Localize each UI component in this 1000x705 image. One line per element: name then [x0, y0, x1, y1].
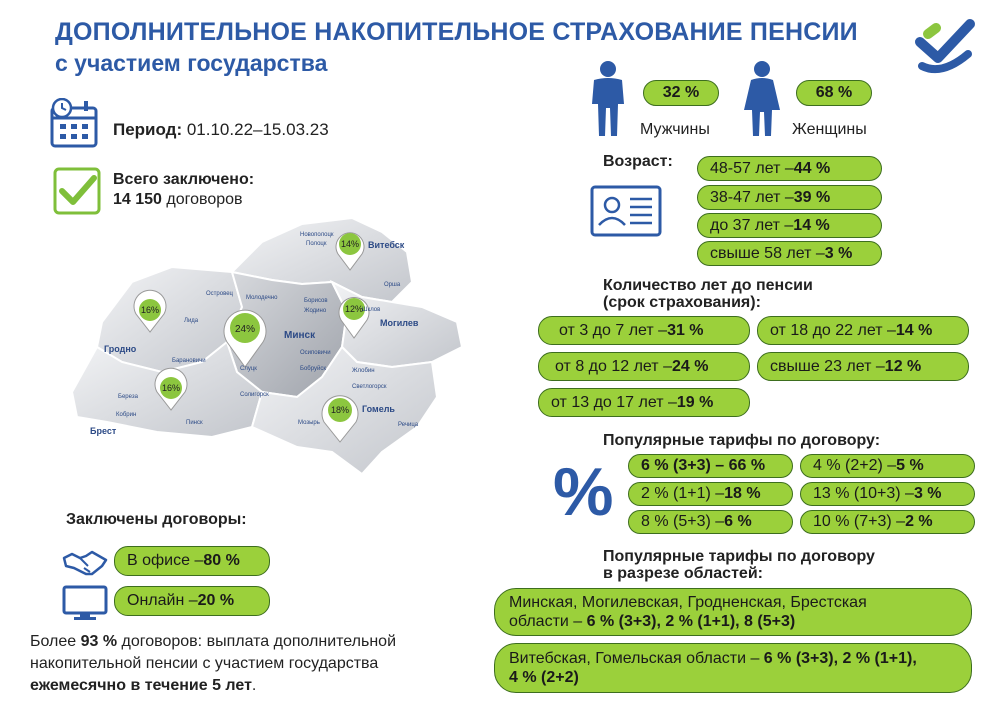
town-label: Пинск — [186, 420, 203, 426]
period-text: Период: 01.10.22–15.03.23 — [113, 120, 329, 139]
town-label: Лида — [184, 318, 199, 324]
town-label: Полоцк — [306, 241, 327, 247]
tariffs-heading: Популярные тарифы по договору: — [603, 432, 881, 449]
city-minsk: Минск — [284, 330, 316, 341]
city-vitebsk: Витебск — [368, 240, 405, 250]
pin-gomel: 18% — [321, 395, 359, 443]
checkmark-icon — [53, 167, 101, 215]
pin-brest: 16% — [154, 367, 188, 411]
tariff-item: 10 % (7+3) – 2 % — [800, 510, 975, 534]
age-item: 38-47 лет – 39 % — [697, 185, 882, 210]
pin-label-gomel: 18% — [331, 405, 349, 415]
tariff-item: 13 % (10+3) – 3 % — [800, 482, 975, 506]
footer-line2: накопительной пенсии с участием государс… — [30, 655, 379, 672]
years-item: от 18 до 22 лет – 14 % — [757, 316, 969, 345]
monitor-icon — [62, 585, 108, 620]
town-label: Островец — [206, 291, 234, 297]
office-badge: В офисе – 80 % — [114, 546, 270, 576]
calendar-icon — [50, 98, 98, 148]
total-value: 14 150 договоров — [113, 191, 243, 208]
town-label: Молодечно — [246, 295, 278, 301]
city-gomel: Гомель — [362, 404, 395, 414]
woman-icon — [744, 61, 780, 136]
city-brest: Брест — [90, 426, 117, 436]
city-mogilev: Могилев — [380, 318, 419, 328]
footer-line3: ежемесячно в течение 5 лет. — [30, 677, 257, 694]
tariff-item: 6 % (3+3) – 66 % — [628, 454, 793, 478]
town-label: Бобруйск — [300, 365, 326, 372]
pin-mogilev: 12% — [338, 297, 370, 339]
town-label: Шклов — [362, 307, 380, 313]
town-label: Жлобин — [352, 368, 375, 374]
city-grodno: Гродно — [104, 344, 137, 354]
pin-label-brest: 16% — [162, 383, 180, 393]
town-label: Солигорск — [240, 392, 269, 398]
pin-label-minsk: 24% — [235, 324, 255, 335]
town-label: Барановичи — [172, 358, 206, 364]
women-percent-badge: 68 % — [796, 80, 872, 106]
online-badge: Онлайн – 20 % — [114, 586, 270, 616]
pin-label-mogilev: 12% — [345, 304, 363, 314]
page-title: ДОПОЛНИТЕЛЬНОЕ НАКОПИТЕЛЬНОЕ СТРАХОВАНИЕ… — [55, 18, 858, 46]
percent-icon: % — [553, 454, 614, 530]
handshake-icon — [62, 550, 108, 576]
years-heading-sub: (срок страхования): — [603, 294, 761, 311]
town-label: Борисов — [304, 298, 328, 304]
years-item: от 3 до 7 лет – 31 % — [538, 316, 750, 345]
town-labels: Новополоцк Полоцк Орша Шклов Борисов Жод… — [116, 232, 419, 428]
years-item: свыше 23 лет – 12 % — [757, 352, 969, 381]
tariff-item: 2 % (1+1) – 18 % — [628, 482, 793, 506]
town-label: Мозырь — [298, 420, 320, 426]
pin-minsk: 24% — [223, 309, 267, 368]
logo-icon — [915, 19, 975, 73]
regional-heading-sub: в разрезе областей: — [603, 565, 763, 582]
men-percent-badge: 32 % — [643, 80, 719, 106]
age-item: 48-57 лет – 44 % — [697, 156, 882, 181]
tariff-item: 4 % (2+2) – 5 % — [800, 454, 975, 478]
town-label: Кобрин — [116, 412, 136, 418]
town-label: Новополоцк — [300, 232, 334, 238]
age-item: свыше 58 лет – 3 % — [697, 241, 882, 266]
town-label: Береза — [118, 394, 139, 400]
belarus-map: 14% 24% 12% 16% 16% 18% Витебск Минск Мо… — [70, 216, 464, 476]
total-label: Всего заключено: — [113, 171, 255, 188]
age-item: до 37 лет – 14 % — [697, 213, 882, 238]
pin-label-grodno: 16% — [141, 305, 159, 315]
regional-group-1: Минская, Могилевская, Гродненская, Брест… — [494, 588, 972, 636]
men-label: Мужчины — [640, 121, 710, 138]
pin-grodno: 16% — [133, 289, 167, 333]
contracts-heading: Заключены договоры: — [66, 511, 247, 528]
women-label: Женщины — [792, 121, 867, 138]
tariff-item: 8 % (5+3) – 6 % — [628, 510, 793, 534]
years-item: от 13 до 17 лет – 19 % — [538, 388, 750, 417]
town-label: Осиповичи — [300, 350, 331, 356]
town-label: Орша — [384, 282, 401, 288]
years-item: от 8 до 12 лет – 24 % — [538, 352, 750, 381]
age-heading: Возраст: — [603, 153, 673, 170]
years-heading: Количество лет до пенсии — [603, 277, 813, 294]
id-card-icon — [590, 185, 662, 237]
town-label: Слуцк — [240, 366, 257, 372]
pin-label-vitebsk: 14% — [341, 239, 359, 249]
regional-group-2: Витебская, Гомельская области – 6 % (3+3… — [494, 643, 972, 693]
pin-vitebsk: 14% — [335, 232, 365, 271]
man-icon — [592, 61, 624, 136]
town-label: Светлогорск — [352, 384, 387, 390]
page-subtitle: с участием государства — [55, 50, 328, 76]
footer-line1: Более 93 % договоров: выплата дополнител… — [30, 633, 397, 650]
town-label: Речица — [398, 422, 419, 428]
town-label: Жодино — [304, 308, 327, 314]
regional-heading: Популярные тарифы по договору — [603, 548, 875, 565]
